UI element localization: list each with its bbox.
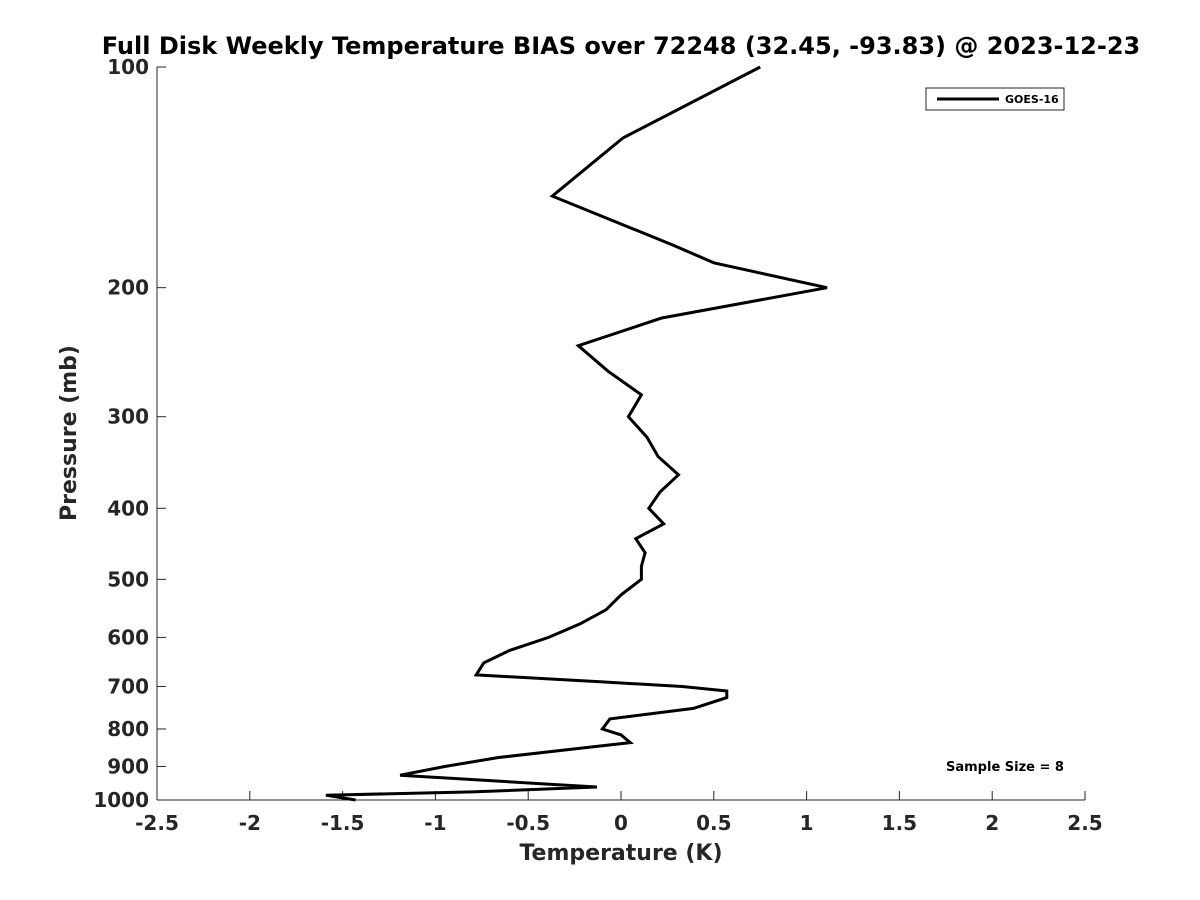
x-tick-label: -1: [424, 811, 446, 835]
x-tick-label: -1.5: [321, 811, 365, 835]
axis-ticks: -2.5 -2 -1.5 -1 -0.5 0 0.5 1 1.5 2 2.5 100 200 300 400…: [93, 55, 1102, 835]
y-tick-label: 300: [107, 405, 149, 429]
y-tick-label: 500: [107, 567, 149, 591]
series-line-goes-16: [325, 65, 828, 802]
chart-title: Full Disk Weekly Temperature BIAS over 7…: [102, 32, 1141, 60]
x-axis-label: Temperature (K): [519, 841, 722, 866]
sample-size-annotation: Sample Size = 8: [946, 760, 1064, 775]
y-tick-label: 800: [107, 717, 149, 741]
y-tick-label: 200: [107, 276, 149, 300]
x-tick-label: 0: [614, 811, 628, 835]
y-tick-label: 600: [107, 625, 149, 649]
series-group: [325, 65, 828, 802]
legend-label-goes-16: GOES-16: [1005, 93, 1059, 106]
legend: GOES-16: [925, 87, 1065, 111]
x-tick-label: -2.5: [135, 811, 179, 835]
y-axis-label: Pressure (mb): [57, 345, 82, 521]
plot-area: [157, 67, 1085, 800]
y-tick-label: 700: [107, 674, 149, 698]
y-tick-label: 100: [107, 55, 149, 79]
y-tick-label: 1000: [93, 788, 149, 812]
x-tick-label: 2.5: [1067, 811, 1102, 835]
x-tick-label: 1.5: [882, 811, 917, 835]
x-tick-label: 0.5: [696, 811, 731, 835]
x-tick-label: -0.5: [506, 811, 550, 835]
y-tick-label: 400: [107, 496, 149, 520]
y-tick-label: 900: [107, 754, 149, 778]
x-tick-label: 2: [985, 811, 999, 835]
x-tick-label: -2: [239, 811, 261, 835]
x-tick-label: 1: [800, 811, 814, 835]
